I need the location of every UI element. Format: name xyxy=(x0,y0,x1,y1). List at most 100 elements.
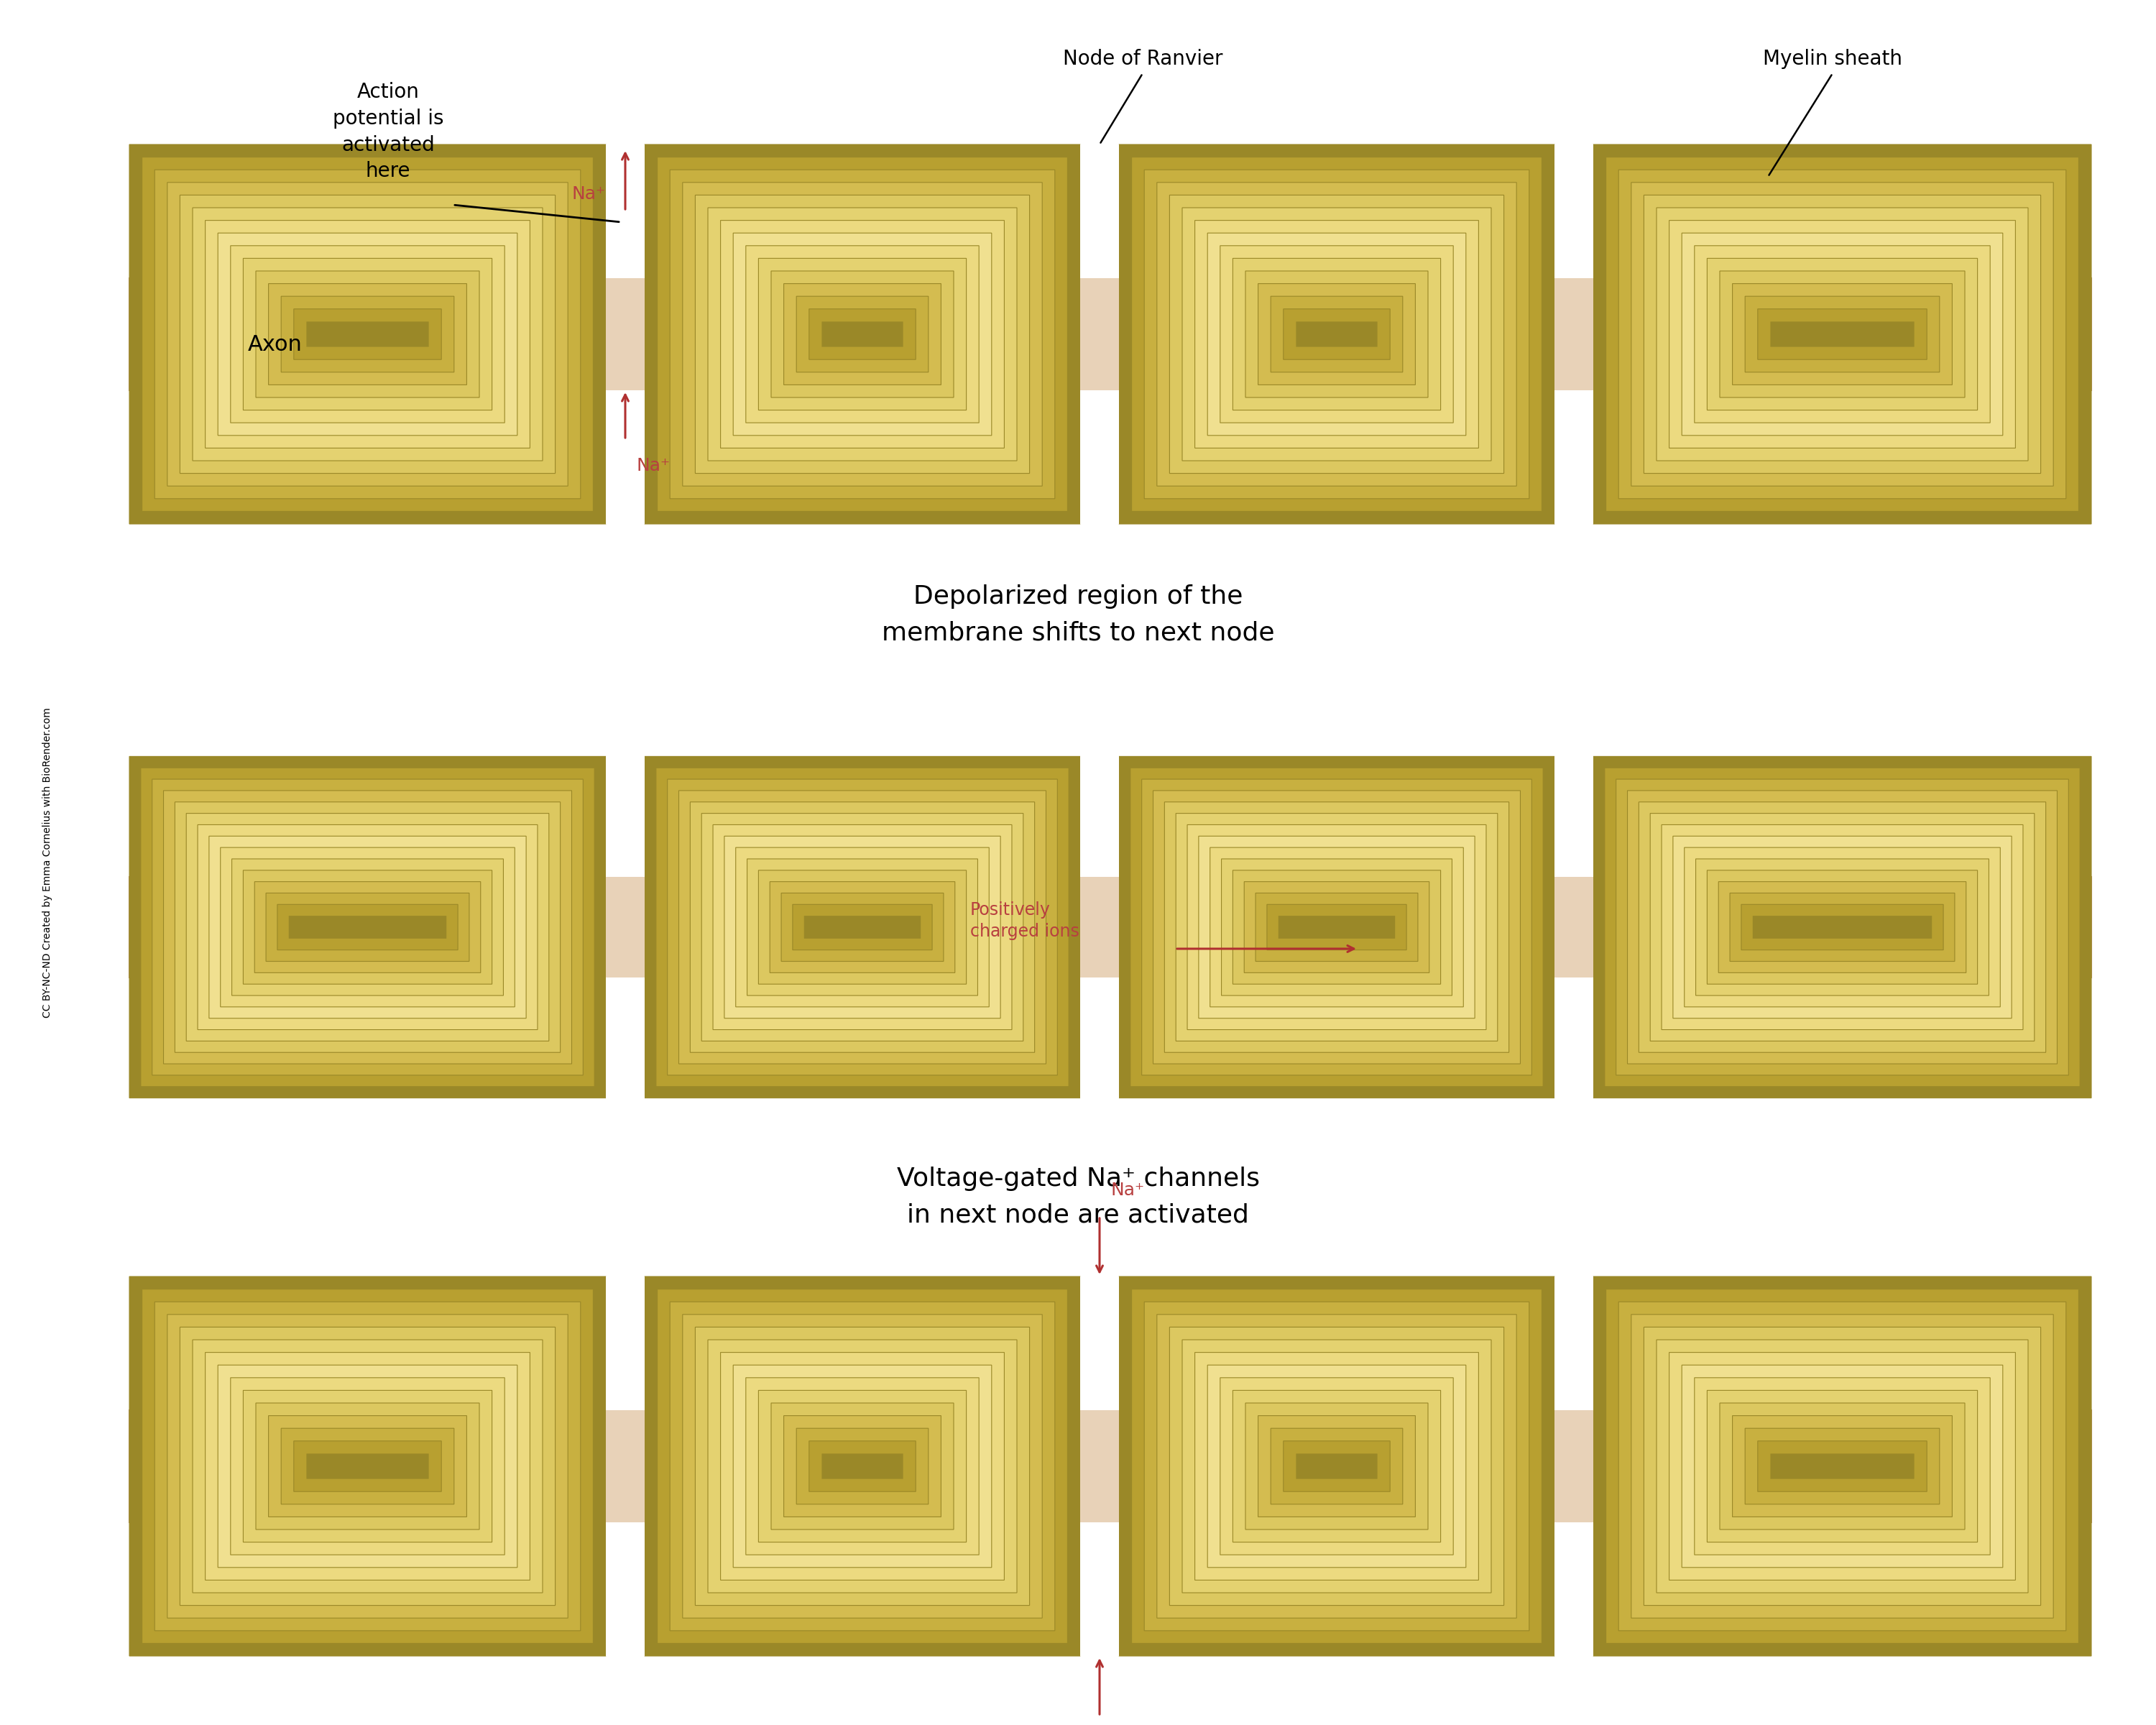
FancyBboxPatch shape xyxy=(1695,245,1990,423)
FancyBboxPatch shape xyxy=(1181,207,1492,461)
FancyBboxPatch shape xyxy=(645,1276,1080,1656)
FancyBboxPatch shape xyxy=(270,1416,466,1516)
FancyBboxPatch shape xyxy=(1628,790,2057,1064)
FancyBboxPatch shape xyxy=(785,283,940,385)
FancyBboxPatch shape xyxy=(293,309,442,359)
FancyBboxPatch shape xyxy=(671,1302,1054,1630)
FancyBboxPatch shape xyxy=(1770,1454,1915,1478)
FancyBboxPatch shape xyxy=(1188,825,1485,1030)
Bar xyxy=(1554,756,1593,1099)
FancyBboxPatch shape xyxy=(1283,309,1391,359)
FancyBboxPatch shape xyxy=(1246,271,1427,397)
FancyBboxPatch shape xyxy=(714,825,1011,1030)
FancyBboxPatch shape xyxy=(1158,1314,1516,1618)
Text: Na⁺: Na⁺ xyxy=(636,457,671,474)
FancyBboxPatch shape xyxy=(746,1378,979,1554)
FancyBboxPatch shape xyxy=(1119,756,1554,1097)
FancyBboxPatch shape xyxy=(254,881,481,973)
Bar xyxy=(1080,876,1119,978)
FancyBboxPatch shape xyxy=(1119,1276,1554,1656)
FancyBboxPatch shape xyxy=(671,169,1054,499)
Bar xyxy=(1554,278,1593,390)
FancyBboxPatch shape xyxy=(1145,1302,1529,1630)
FancyBboxPatch shape xyxy=(168,183,567,486)
Text: Voltage-gated Na⁺ channels
in next node are activated: Voltage-gated Na⁺ channels in next node … xyxy=(897,1166,1259,1226)
Bar xyxy=(606,1411,645,1521)
FancyBboxPatch shape xyxy=(231,245,505,423)
FancyBboxPatch shape xyxy=(724,837,1000,1018)
FancyBboxPatch shape xyxy=(796,297,929,373)
FancyBboxPatch shape xyxy=(821,321,903,347)
FancyBboxPatch shape xyxy=(658,1289,1067,1644)
FancyBboxPatch shape xyxy=(1770,321,1915,347)
Bar xyxy=(1554,145,1593,524)
FancyBboxPatch shape xyxy=(1153,790,1520,1064)
FancyBboxPatch shape xyxy=(244,259,492,411)
FancyBboxPatch shape xyxy=(1169,195,1505,473)
FancyBboxPatch shape xyxy=(707,207,1018,461)
FancyBboxPatch shape xyxy=(155,1302,580,1630)
FancyBboxPatch shape xyxy=(1742,904,1943,950)
Bar xyxy=(129,1411,2091,1521)
FancyBboxPatch shape xyxy=(1682,1364,2003,1568)
FancyBboxPatch shape xyxy=(142,1289,593,1644)
FancyBboxPatch shape xyxy=(1130,768,1544,1087)
FancyBboxPatch shape xyxy=(1268,904,1406,950)
FancyBboxPatch shape xyxy=(192,1340,543,1592)
FancyBboxPatch shape xyxy=(129,1276,606,1656)
FancyBboxPatch shape xyxy=(1210,847,1464,1007)
FancyBboxPatch shape xyxy=(1207,1364,1466,1568)
Bar xyxy=(1080,145,1119,524)
FancyBboxPatch shape xyxy=(645,756,1080,1097)
FancyBboxPatch shape xyxy=(218,1364,517,1568)
FancyBboxPatch shape xyxy=(658,157,1067,511)
FancyBboxPatch shape xyxy=(770,881,955,973)
FancyBboxPatch shape xyxy=(1279,916,1395,938)
FancyBboxPatch shape xyxy=(175,802,561,1052)
FancyBboxPatch shape xyxy=(1606,1289,2078,1644)
FancyBboxPatch shape xyxy=(679,790,1046,1064)
FancyBboxPatch shape xyxy=(772,1402,953,1530)
FancyBboxPatch shape xyxy=(1643,195,2042,473)
FancyBboxPatch shape xyxy=(1270,1428,1404,1504)
FancyBboxPatch shape xyxy=(1744,297,1940,373)
FancyBboxPatch shape xyxy=(306,321,429,347)
FancyBboxPatch shape xyxy=(1169,1327,1505,1606)
FancyBboxPatch shape xyxy=(1181,1340,1492,1592)
FancyBboxPatch shape xyxy=(1669,1352,2016,1580)
FancyBboxPatch shape xyxy=(793,904,931,950)
FancyBboxPatch shape xyxy=(1296,321,1378,347)
FancyBboxPatch shape xyxy=(1708,871,1977,983)
Bar xyxy=(606,278,645,390)
FancyBboxPatch shape xyxy=(270,283,466,385)
FancyBboxPatch shape xyxy=(1649,812,2035,1040)
FancyBboxPatch shape xyxy=(1220,245,1453,423)
FancyBboxPatch shape xyxy=(1673,837,2012,1018)
FancyBboxPatch shape xyxy=(1233,259,1440,411)
FancyBboxPatch shape xyxy=(748,859,977,995)
FancyBboxPatch shape xyxy=(655,768,1069,1087)
FancyBboxPatch shape xyxy=(1220,1378,1453,1554)
Bar xyxy=(1080,756,1119,1099)
Bar xyxy=(1554,1276,1593,1656)
FancyBboxPatch shape xyxy=(1656,1340,2029,1592)
FancyBboxPatch shape xyxy=(1593,145,2091,524)
FancyBboxPatch shape xyxy=(1246,1402,1427,1530)
FancyBboxPatch shape xyxy=(185,812,550,1040)
Text: Na⁺: Na⁺ xyxy=(571,185,606,202)
FancyBboxPatch shape xyxy=(280,297,455,373)
FancyBboxPatch shape xyxy=(129,145,606,524)
FancyBboxPatch shape xyxy=(1695,1378,1990,1554)
FancyBboxPatch shape xyxy=(772,271,953,397)
FancyBboxPatch shape xyxy=(804,916,921,938)
FancyBboxPatch shape xyxy=(140,768,595,1087)
FancyBboxPatch shape xyxy=(1199,837,1475,1018)
FancyBboxPatch shape xyxy=(218,233,517,435)
Bar xyxy=(606,145,645,524)
FancyBboxPatch shape xyxy=(1662,825,2022,1030)
FancyBboxPatch shape xyxy=(1697,859,1988,995)
Bar xyxy=(606,1276,645,1656)
FancyBboxPatch shape xyxy=(1233,871,1440,983)
FancyBboxPatch shape xyxy=(205,1352,530,1580)
FancyBboxPatch shape xyxy=(1733,283,1951,385)
